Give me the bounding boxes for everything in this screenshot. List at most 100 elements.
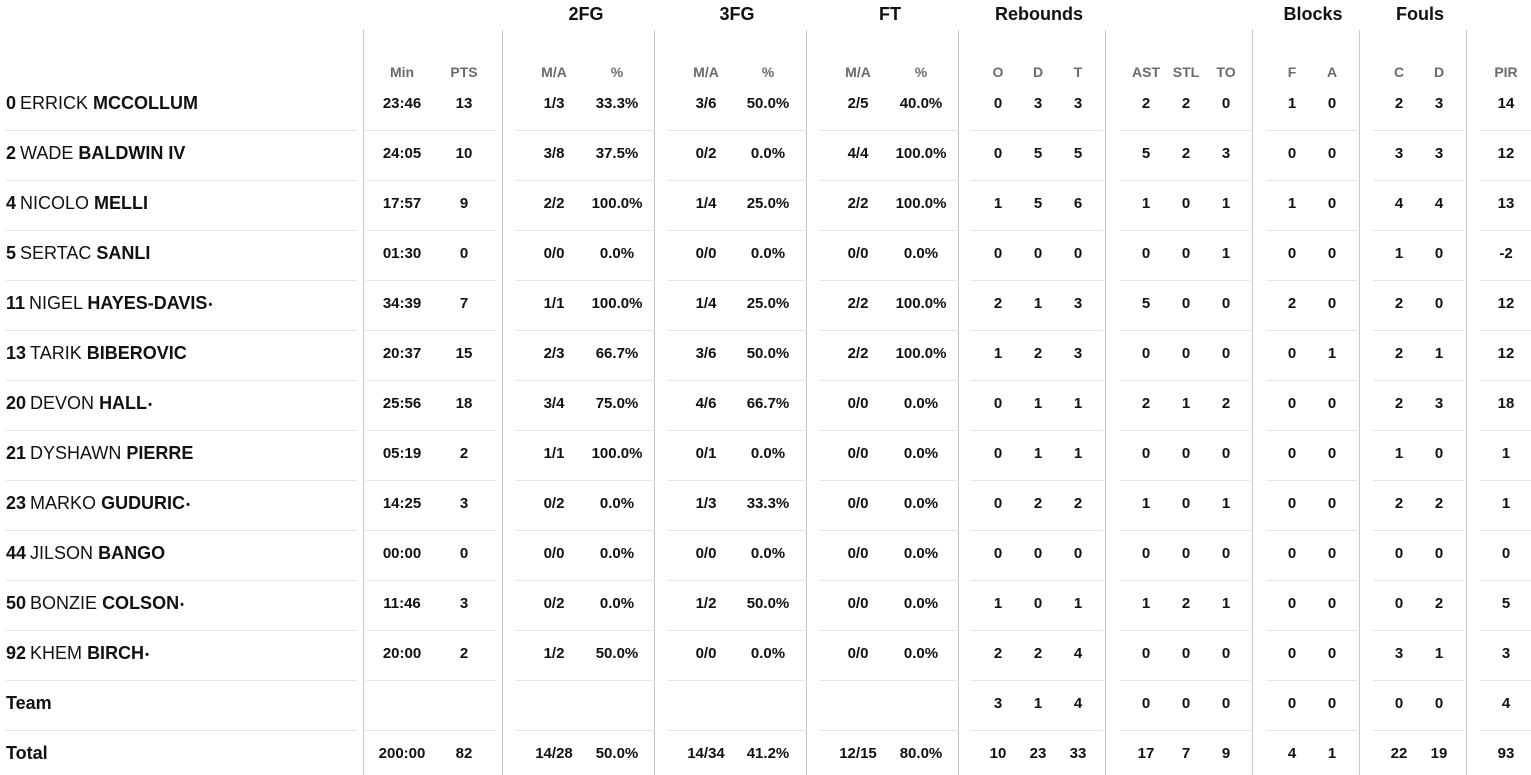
player-row-name[interactable]: 44 JILSON BANGO: [6, 543, 166, 564]
row-separator: [970, 430, 1103, 431]
player-row-name[interactable]: 92 KHEM BIRCH•: [6, 643, 149, 664]
row-separator: [1480, 430, 1531, 431]
group-header-blocks: Blocks: [1283, 4, 1343, 24]
player-number: 50: [6, 593, 27, 613]
stat-foul-c: 0: [1394, 695, 1404, 712]
column-header-blk-a[interactable]: A: [1326, 64, 1338, 80]
column-header-ft-ma[interactable]: M/A: [845, 64, 871, 80]
player-row-name[interactable]: 23 MARKO GUDURIC•: [6, 493, 190, 514]
row-separator: [820, 330, 956, 331]
stat-fg3-pct: 0.0%: [750, 445, 786, 462]
column-header-stl[interactable]: STL: [1172, 64, 1200, 80]
stat-pir: 13: [1497, 195, 1515, 212]
stat-foul-c: 0: [1394, 595, 1404, 612]
stat-reb-d: 3: [1033, 95, 1043, 112]
row-separator: [970, 130, 1103, 131]
player-row-name[interactable]: 5 SERTAC SANLI: [6, 243, 151, 264]
column-header-foul-c[interactable]: C: [1393, 64, 1405, 80]
stat-foul-d: 1: [1434, 645, 1444, 662]
column-header-ast[interactable]: AST: [1132, 64, 1160, 80]
column-header-fg3-pct[interactable]: %: [761, 64, 775, 80]
player-row-name[interactable]: 50 BONZIE COLSON•: [6, 593, 184, 614]
stat-stl: 0: [1181, 295, 1191, 312]
stat-fg2-ma: 2/3: [543, 345, 565, 362]
row-separator: [1373, 580, 1464, 581]
column-header-pir[interactable]: PIR: [1494, 64, 1518, 80]
stat-fg2-pct: 75.0%: [595, 395, 639, 412]
row-separator: [1266, 430, 1357, 431]
stat-fg2-ma: 1/1: [543, 295, 565, 312]
row-separator: [1373, 530, 1464, 531]
stat-ast: 5: [1141, 295, 1151, 312]
row-separator: [668, 280, 804, 281]
column-header-reb-d[interactable]: D: [1032, 64, 1044, 80]
stat-reb-o: 3: [993, 695, 1003, 712]
stat-fg2-pct: 0.0%: [599, 245, 635, 262]
stat-foul-c: 3: [1394, 645, 1404, 662]
group-header-rebounds: Rebounds: [995, 4, 1083, 24]
stat-ft-pct: 0.0%: [903, 595, 939, 612]
stat-to: 0: [1221, 295, 1231, 312]
row-separator: [1120, 180, 1250, 181]
stat-stl: 2: [1181, 595, 1191, 612]
stat-fg3-pct: 0.0%: [750, 145, 786, 162]
stat-stl: 2: [1181, 145, 1191, 162]
stat-pir: 0: [1501, 545, 1511, 562]
stat-fg2-pct: 100.0%: [591, 195, 643, 212]
column-header-fg2-ma[interactable]: M/A: [541, 64, 567, 80]
stat-reb-t: 3: [1073, 95, 1083, 112]
stat-blk-a: 1: [1327, 745, 1337, 762]
stat-blk-f: 0: [1287, 645, 1297, 662]
column-header-ft-pct[interactable]: %: [914, 64, 928, 80]
stat-stl: 0: [1181, 545, 1191, 562]
column-header-reb-o[interactable]: O: [992, 64, 1004, 80]
stat-to: 0: [1221, 645, 1231, 662]
row-separator: [820, 130, 956, 131]
column-header-foul-d[interactable]: D: [1433, 64, 1445, 80]
column-header-fg3-ma[interactable]: M/A: [693, 64, 719, 80]
player-row-name[interactable]: 2 WADE BALDWIN IV: [6, 143, 186, 164]
row-separator: [1480, 330, 1531, 331]
stat-reb-t: 1: [1073, 445, 1083, 462]
stat-ast: 2: [1141, 95, 1151, 112]
row-separator: [1373, 280, 1464, 281]
stat-min: 14:25: [382, 495, 422, 512]
stat-foul-d: 0: [1434, 295, 1444, 312]
stat-foul-d: 3: [1434, 95, 1444, 112]
stat-reb-t: 0: [1073, 545, 1083, 562]
column-header-fg2-pct[interactable]: %: [610, 64, 624, 80]
stat-fg3-ma: 4/6: [695, 395, 717, 412]
stat-reb-t: 6: [1073, 195, 1083, 212]
player-row-name[interactable]: 21 DYSHAWN PIERRE: [6, 443, 194, 464]
player-first-name: ERRICK: [20, 93, 89, 113]
stat-reb-d: 23: [1029, 745, 1047, 762]
stat-ft-ma: 2/2: [847, 295, 869, 312]
player-row-name[interactable]: 0 ERRICK MCCOLLUM: [6, 93, 199, 114]
column-header-reb-t[interactable]: T: [1073, 64, 1083, 80]
column-header-pts[interactable]: PTS: [450, 64, 478, 80]
stat-blk-f: 0: [1287, 345, 1297, 362]
stat-to: 3: [1221, 145, 1231, 162]
row-separator: [6, 380, 357, 381]
stat-to: 1: [1221, 195, 1231, 212]
column-header-to[interactable]: TO: [1216, 64, 1236, 80]
row-separator: [668, 680, 804, 681]
row-separator: [668, 230, 804, 231]
row-separator: [970, 630, 1103, 631]
row-separator: [6, 630, 357, 631]
stat-to: 0: [1221, 695, 1231, 712]
player-row-name[interactable]: 11 NIGEL HAYES-DAVIS•: [6, 293, 212, 314]
row-separator: [668, 130, 804, 131]
stat-fg3-ma: 0/0: [695, 245, 717, 262]
player-row-name[interactable]: 13 TARIK BIBEROVIC: [6, 343, 188, 364]
player-row-name[interactable]: 20 DEVON HALL•: [6, 393, 152, 414]
stat-min: 05:19: [382, 445, 422, 462]
column-header-blk-f[interactable]: F: [1287, 64, 1297, 80]
player-last-name: MCCOLLUM: [93, 93, 199, 113]
row-separator: [970, 180, 1103, 181]
column-header-min[interactable]: Min: [389, 64, 415, 80]
row-separator: [516, 430, 652, 431]
player-first-name: SERTAC: [20, 243, 92, 263]
player-row-name[interactable]: 4 NICOLO MELLI: [6, 193, 149, 214]
row-separator: [1480, 630, 1531, 631]
